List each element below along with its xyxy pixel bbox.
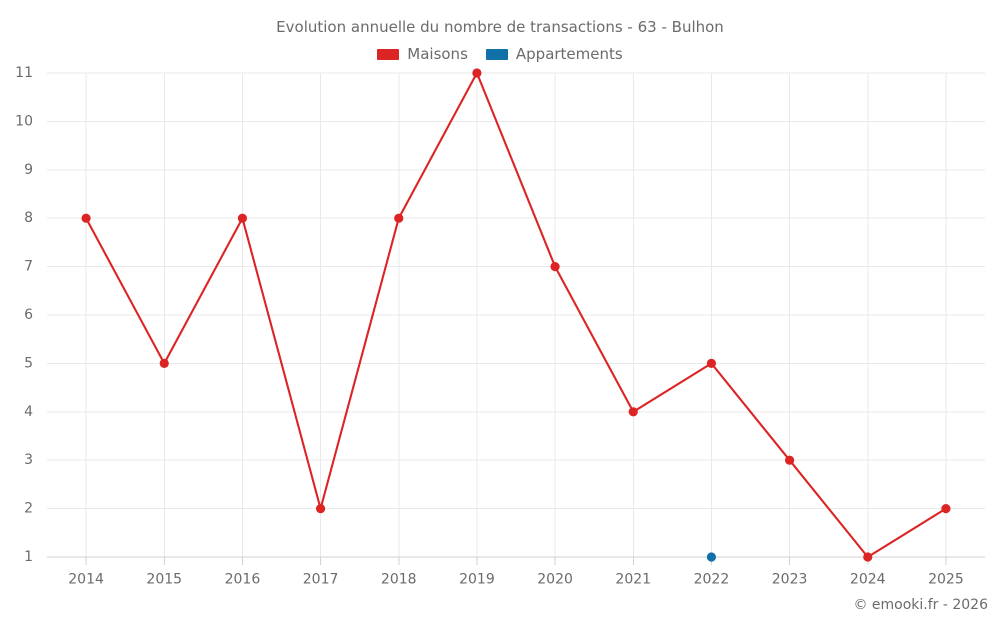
y-axis-tick-label: 11 (15, 65, 33, 81)
chart-title: Evolution annuelle du nombre de transact… (276, 18, 724, 36)
y-axis-tick-label: 9 (24, 162, 33, 178)
x-axis-tick-label: 2025 (928, 572, 964, 588)
data-point-maisons-2020[interactable] (550, 262, 560, 272)
legend-swatch-appartements (485, 48, 508, 60)
y-gridlines (47, 72, 985, 510)
x-axis-tick-label: 2016 (225, 572, 261, 588)
data-point-appartements-2022[interactable] (706, 552, 717, 562)
y-axis-tick-label: 2 (24, 501, 33, 517)
y-axis-tick-label: 8 (24, 210, 33, 226)
x-axis-tick-labels: 2014 2015 2016 2017 2018 2019 2020 2021 2022 2023… (68, 572, 963, 588)
x-axis-tick-label: 2015 (146, 572, 182, 588)
y-axis-tick-label: 7 (24, 259, 33, 275)
y-axis-tick-label: 4 (24, 404, 33, 420)
y-axis-tick-label: 3 (24, 452, 33, 468)
legend-swatch-maisons (377, 48, 400, 60)
x-axis-tick-label: 2019 (459, 572, 495, 588)
x-axis-tick-label: 2021 (615, 572, 651, 588)
data-point-maisons-2019[interactable] (472, 68, 482, 78)
x-axis-tick-label: 2014 (68, 572, 104, 588)
data-point-maisons-2023[interactable] (784, 455, 795, 465)
x-axis-tick-label: 2023 (772, 572, 808, 588)
data-point-maisons-2015[interactable] (159, 358, 169, 368)
data-point-maisons-2016[interactable] (237, 213, 248, 223)
x-axis-tick-label: 2024 (850, 572, 886, 588)
y-axis-tick-labels: 1 2 3 4 5 6 7 8 9 10 11 (15, 65, 33, 565)
legend-label-maisons: Maisons (407, 45, 468, 63)
chart-legend: Maisons Appartements (0, 45, 1000, 63)
x-axis-tick-label: 2017 (303, 572, 339, 588)
data-point-maisons-2025[interactable] (941, 504, 951, 514)
series-lines (85, 71, 947, 559)
data-point-maisons-2024[interactable] (863, 552, 873, 562)
x-axis-tick-label: 2022 (694, 572, 730, 588)
y-axis-tick-label: 5 (24, 355, 33, 371)
data-point-maisons-2014[interactable] (81, 213, 91, 223)
x-axis-tick-label: 2020 (537, 572, 573, 588)
x-axis-tick-label: 2018 (381, 572, 417, 588)
data-point-maisons-2017[interactable] (315, 504, 326, 514)
legend-item-maisons[interactable]: Maisons (377, 45, 468, 63)
axis-lines (47, 556, 985, 565)
legend-item-appartements[interactable]: Appartements (485, 45, 623, 63)
data-point-maisons-2022[interactable] (706, 358, 717, 368)
series-line-maisons (85, 71, 947, 559)
y-axis-tick-label: 6 (24, 307, 33, 323)
legend-label-appartements: Appartements (515, 45, 623, 63)
y-axis-tick-label: 1 (24, 549, 33, 565)
footer-credit: © emooki.fr - 2026 (853, 597, 988, 613)
x-gridlines (85, 73, 947, 557)
y-axis-tick-label: 10 (15, 113, 33, 129)
series-markers (81, 68, 951, 562)
data-point-maisons-2021[interactable] (628, 407, 638, 417)
data-point-maisons-2018[interactable] (394, 213, 404, 223)
